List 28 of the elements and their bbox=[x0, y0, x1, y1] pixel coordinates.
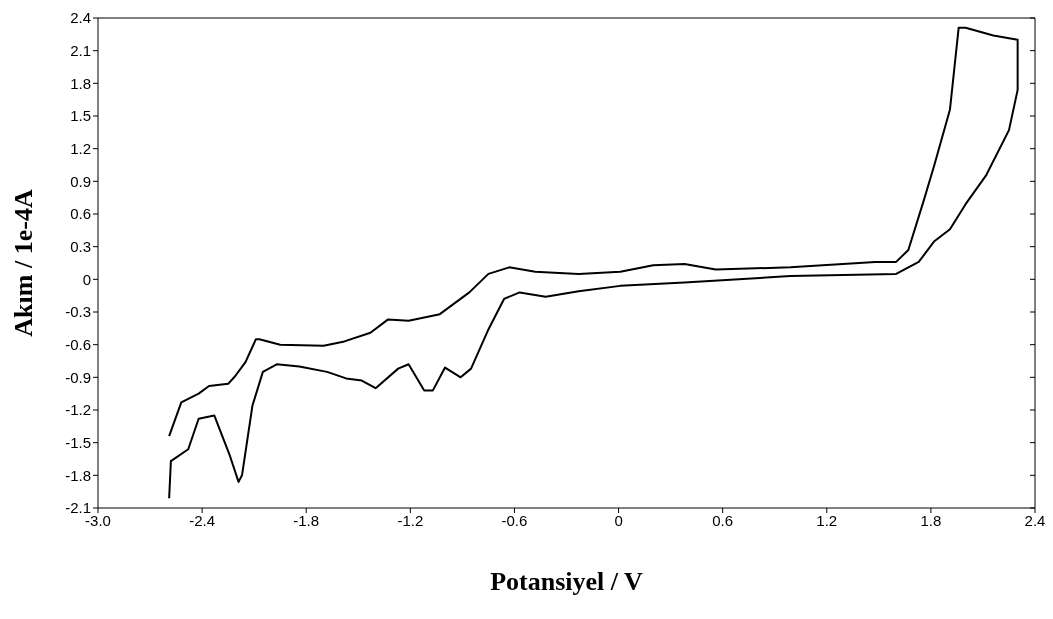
y-axis-title: Akım / 1e-4A bbox=[9, 189, 39, 337]
y-tick-label: -2.1 bbox=[65, 499, 91, 517]
x-tick-label: 2.4 bbox=[1024, 511, 1046, 529]
y-tick-label: 0.9 bbox=[70, 172, 91, 190]
x-tick-label: 0 bbox=[614, 511, 623, 529]
y-tick-label: 1.5 bbox=[70, 107, 91, 125]
y-tick-label: 0 bbox=[82, 270, 91, 288]
y-tick-label: -0.9 bbox=[65, 368, 91, 386]
y-tick-label: 2.1 bbox=[70, 41, 91, 59]
x-tick-label: 0.6 bbox=[712, 511, 734, 529]
y-tick-label: -1.2 bbox=[65, 401, 91, 419]
x-tick-label: -2.4 bbox=[189, 511, 216, 529]
x-tick-label: -1.8 bbox=[293, 511, 320, 529]
y-tick-label: -1.5 bbox=[65, 433, 91, 451]
line-series bbox=[168, 26, 1019, 500]
x-tick-label: -0.6 bbox=[501, 511, 528, 529]
y-tick-label: 2.4 bbox=[70, 9, 91, 27]
y-tick-label: 1.8 bbox=[70, 74, 91, 92]
y-tick-label: 0.3 bbox=[70, 237, 91, 255]
y-tick-label: -0.3 bbox=[65, 303, 91, 321]
y-tick-label: 1.2 bbox=[70, 139, 91, 157]
x-tick-label: 1.2 bbox=[816, 511, 838, 529]
y-tick-label: 0.6 bbox=[70, 205, 91, 223]
x-axis-title: Potansiyel / V bbox=[490, 567, 644, 596]
y-tick-label: -1.8 bbox=[65, 466, 91, 484]
x-tick-label: 1.8 bbox=[920, 511, 942, 529]
y-tick-label: -0.6 bbox=[65, 335, 91, 353]
x-tick-label: -1.2 bbox=[397, 511, 424, 529]
